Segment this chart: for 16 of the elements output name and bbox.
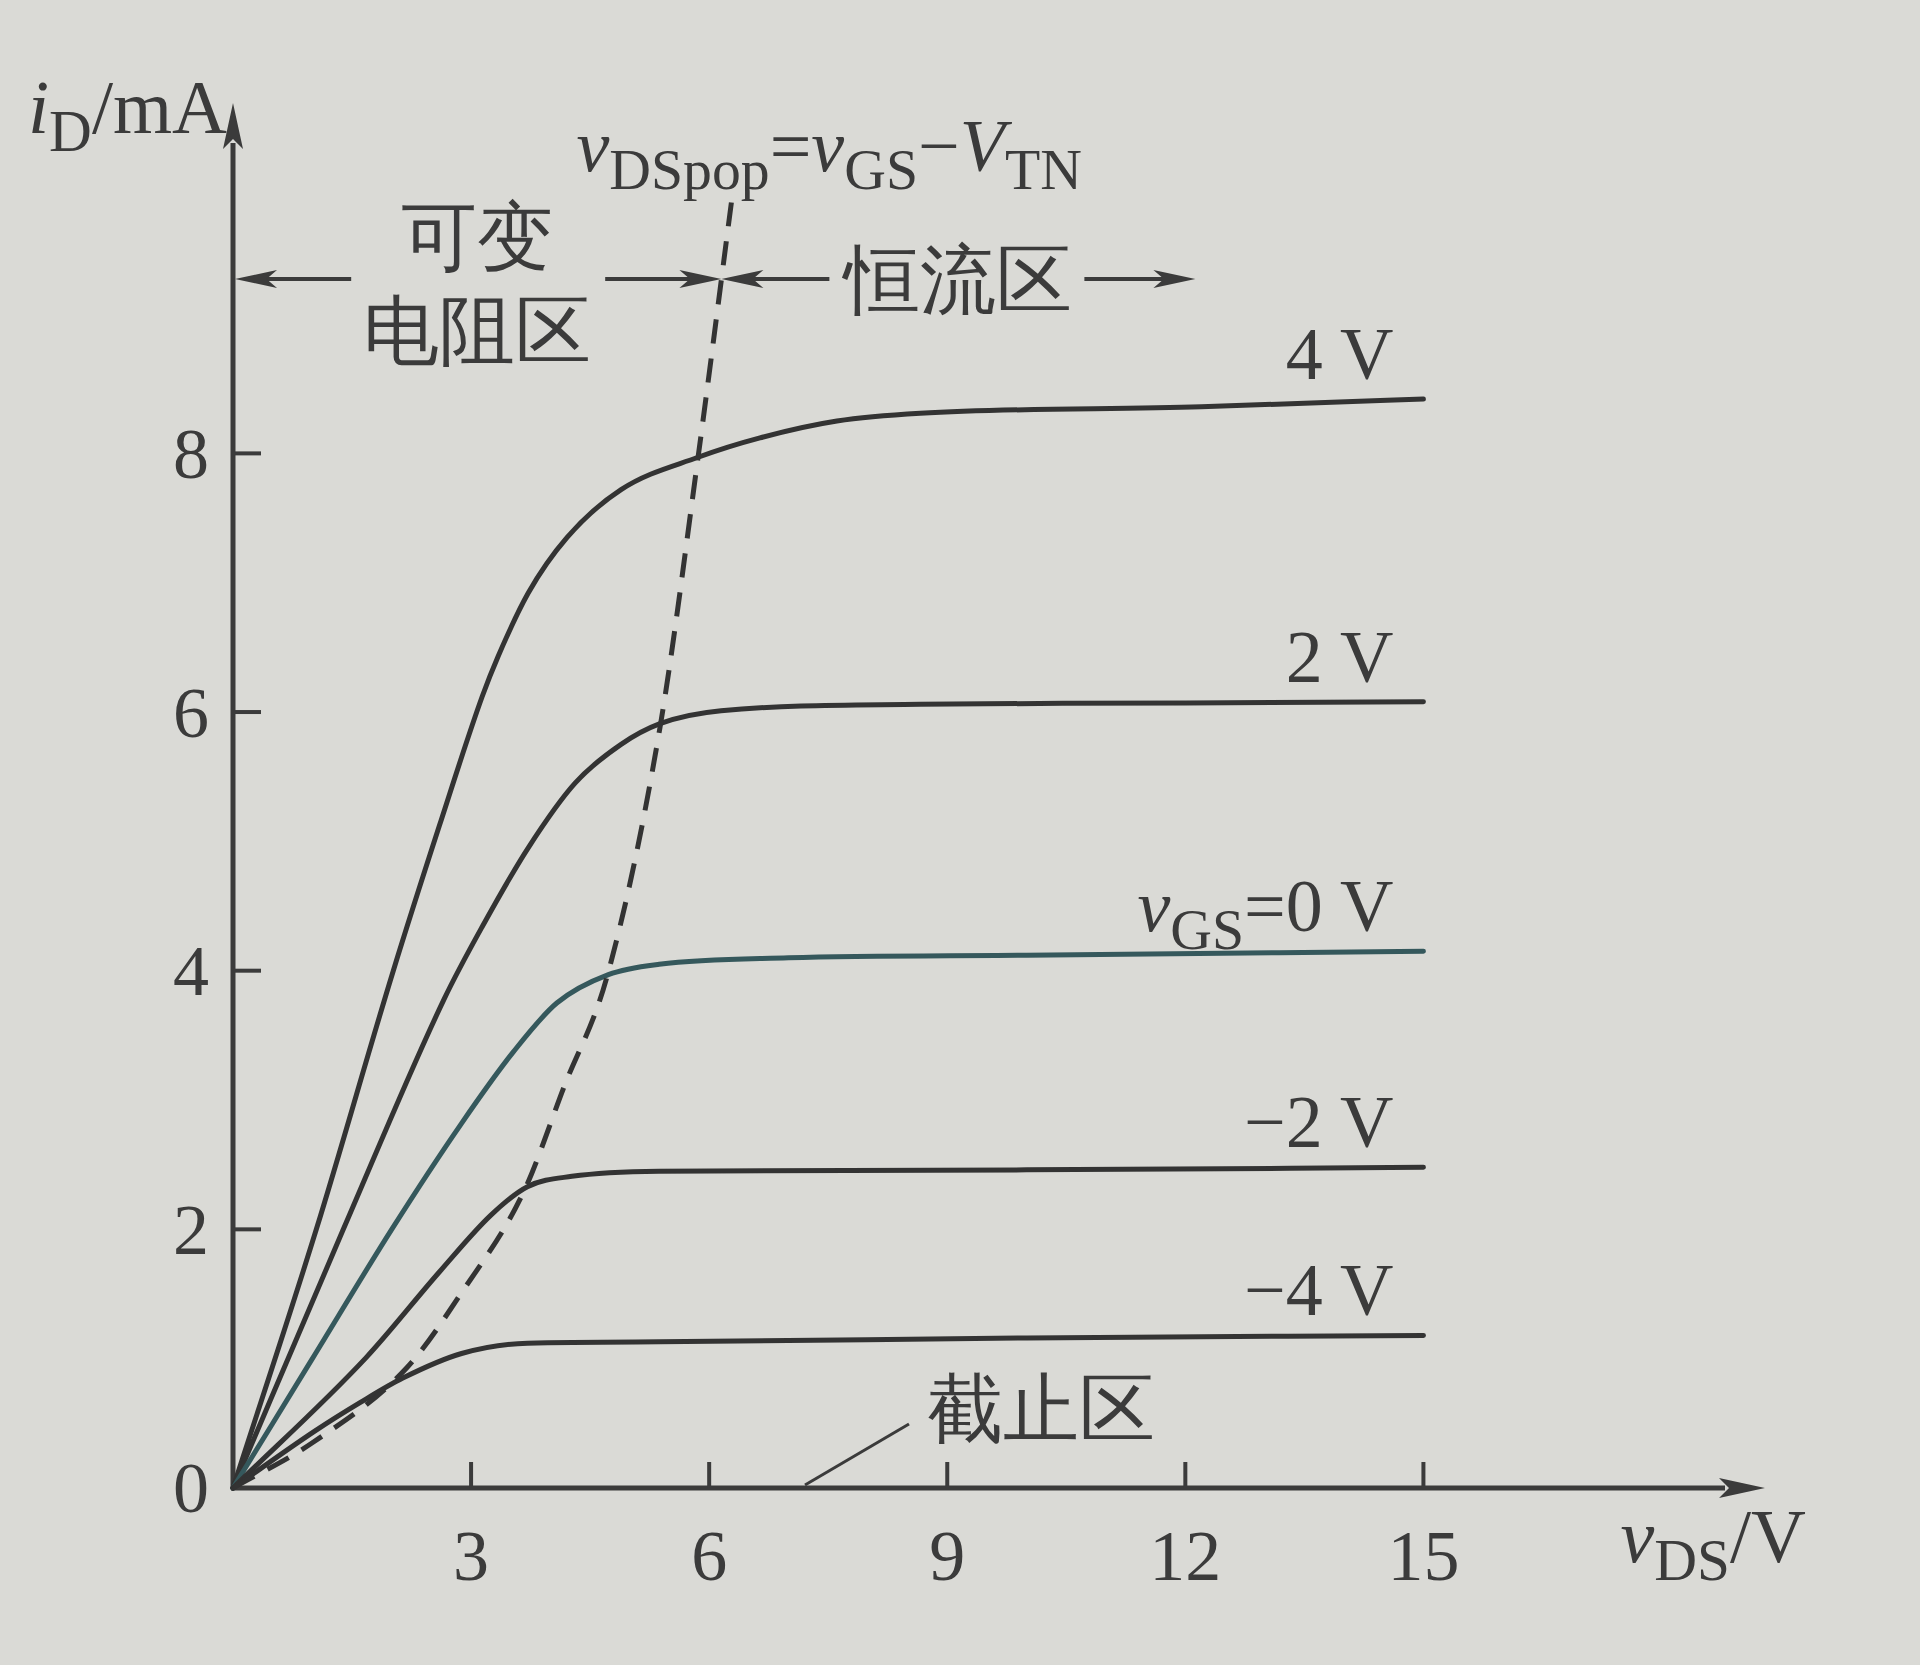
y-tick-label: 8	[173, 413, 209, 494]
annotation-text: 电阻区	[363, 289, 592, 374]
x-tick-label: 9	[929, 1516, 966, 1596]
y-tick-label: 0	[173, 1448, 209, 1529]
y-label: i$_{D}$/mA	[27, 65, 227, 165]
x-label: v$_{DS}$/V	[1620, 1494, 1806, 1594]
x-tick-label: 15	[1387, 1516, 1460, 1596]
annotation-text: 可变	[401, 195, 554, 280]
annotation-text: 截止区	[927, 1367, 1155, 1452]
x-tick-label: 3	[453, 1516, 490, 1596]
y-tick-label: 4	[173, 931, 209, 1012]
annotation-text: 恒流区	[844, 238, 1073, 323]
y-tick-label: 6	[173, 672, 209, 753]
x-tick-label: 12	[1149, 1516, 1222, 1596]
x-tick-label: 6	[691, 1516, 728, 1596]
y-tick-label: 2	[173, 1189, 209, 1270]
